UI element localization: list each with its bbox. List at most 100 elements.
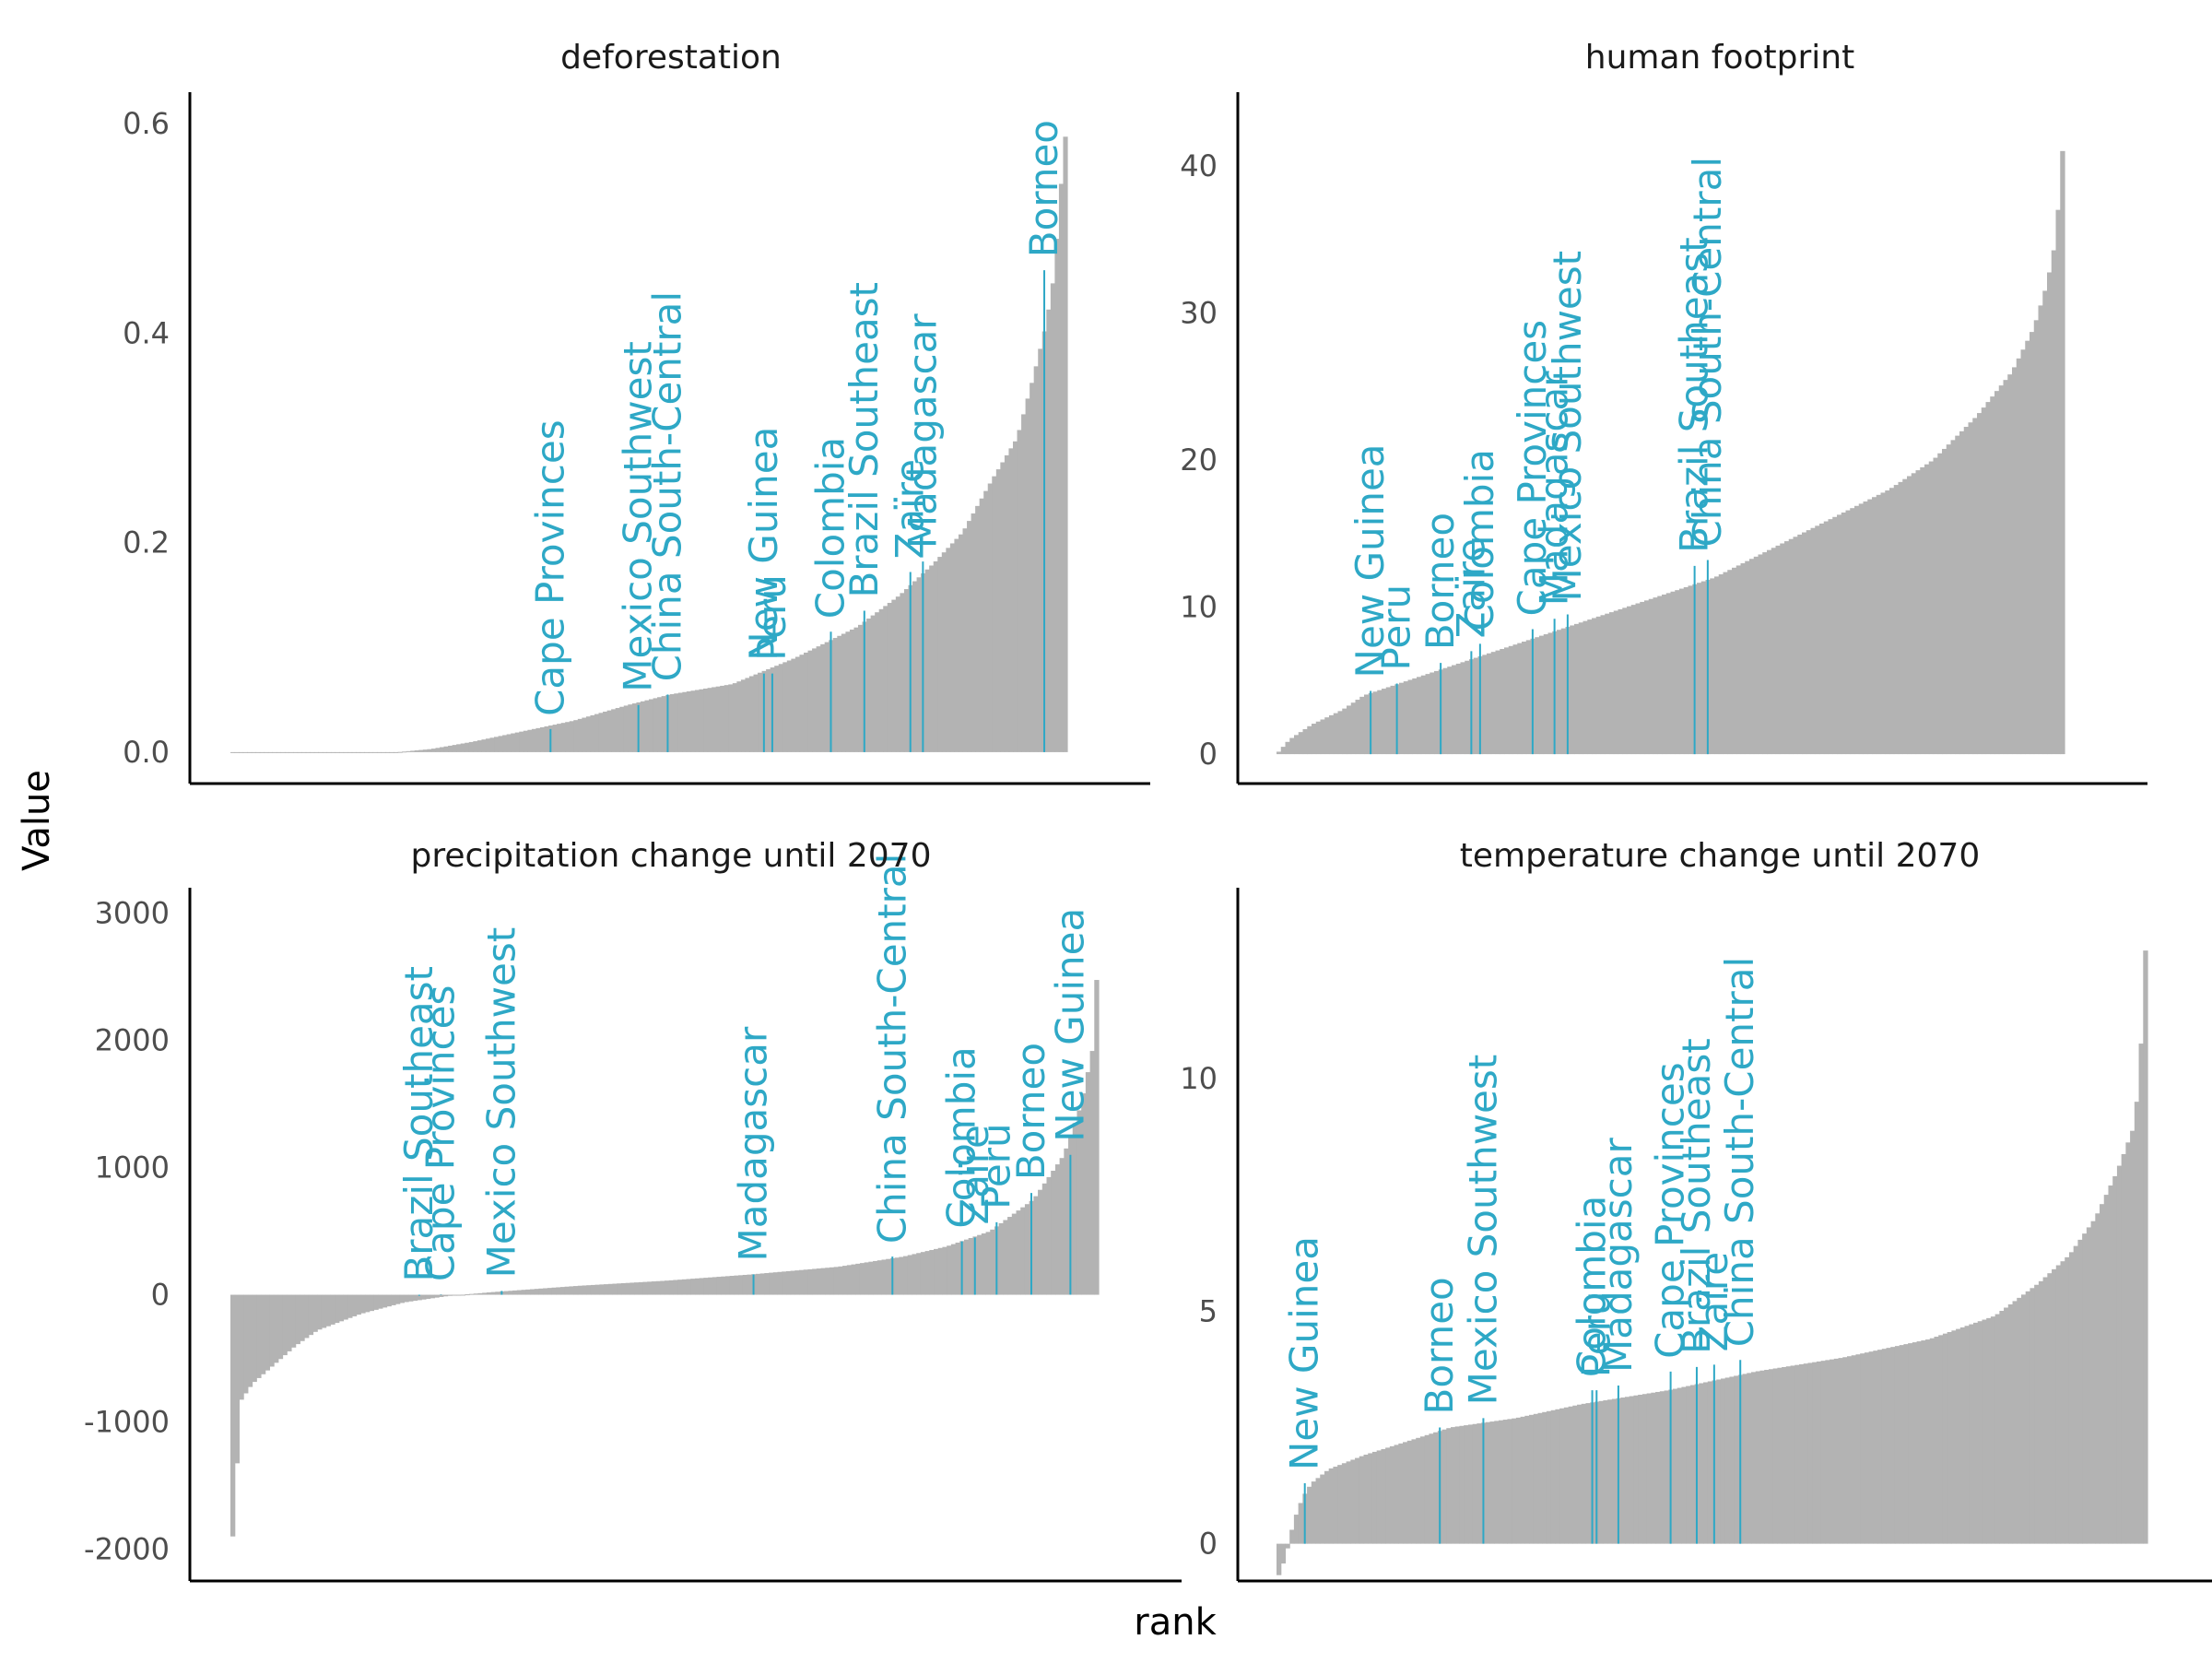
- bar: [1729, 1376, 1735, 1544]
- y-tick-label: 0: [151, 1278, 170, 1313]
- bar: [1285, 741, 1290, 755]
- bar: [272, 751, 277, 753]
- bar: [1524, 1415, 1530, 1544]
- bar: [1785, 1366, 1792, 1544]
- bar: [1625, 1397, 1630, 1544]
- bars-group: [1277, 150, 2065, 755]
- bar: [2095, 1213, 2100, 1544]
- bar: [288, 751, 294, 753]
- bar: [1714, 576, 1720, 755]
- bar: [694, 1278, 700, 1295]
- bar: [452, 745, 457, 752]
- bar: [2130, 1130, 2136, 1544]
- bar: [1806, 530, 1812, 755]
- highlight-label: Zaïre: [952, 1125, 997, 1224]
- y-tick-label: 3000: [95, 896, 170, 931]
- bar: [473, 1293, 479, 1295]
- bar: [406, 750, 411, 752]
- bar: [816, 1268, 822, 1295]
- bar: [1063, 136, 1068, 752]
- bar: [378, 1294, 383, 1309]
- bar: [1430, 672, 1435, 755]
- bar: [599, 1284, 605, 1295]
- bar: [734, 1275, 739, 1295]
- bar: [1490, 652, 1497, 755]
- bar: [1447, 666, 1453, 755]
- bar: [1512, 1418, 1517, 1544]
- bar: [1546, 1410, 1552, 1544]
- y-tick-label: -2000: [84, 1532, 170, 1567]
- bar: [949, 543, 956, 752]
- bar: [1986, 1317, 1992, 1544]
- bar: [1768, 1369, 1774, 1544]
- bar: [924, 569, 930, 752]
- bar: [2065, 1256, 2070, 1544]
- bar: [1710, 578, 1715, 755]
- bar: [1038, 348, 1043, 752]
- bar: [1630, 605, 1637, 755]
- bar: [1727, 570, 1733, 755]
- bar: [1832, 516, 1838, 755]
- bar: [343, 751, 348, 753]
- bar: [873, 1260, 878, 1295]
- bar: [1609, 612, 1615, 755]
- bar: [1950, 440, 1956, 755]
- bar: [729, 1276, 735, 1295]
- highlight-label: Peru: [749, 574, 794, 661]
- bar: [1845, 510, 1851, 755]
- bar: [1416, 1437, 1421, 1544]
- highlight-label: Mexico Southwest: [1545, 251, 1590, 602]
- bar: [866, 619, 872, 752]
- bar: [1592, 618, 1597, 755]
- bar: [1311, 1481, 1317, 1544]
- bar: [1777, 1367, 1783, 1544]
- bar: [325, 1294, 331, 1327]
- bar: [1494, 1421, 1500, 1544]
- bar: [1465, 660, 1470, 755]
- bar: [372, 751, 378, 753]
- bar: [2100, 1204, 2105, 1544]
- bar: [1371, 1451, 1378, 1544]
- bar: [1911, 473, 1917, 755]
- bar: [929, 1249, 935, 1295]
- bar: [1403, 1442, 1408, 1544]
- bar: [668, 1280, 675, 1295]
- bar: [673, 1280, 678, 1295]
- highlight-label: China South-Central: [644, 291, 689, 681]
- bar: [1830, 1359, 1835, 1544]
- bar: [2143, 950, 2148, 1544]
- bar: [391, 1294, 396, 1305]
- bar: [2051, 250, 2057, 755]
- bar: [456, 744, 462, 752]
- bar: [1333, 713, 1339, 755]
- bar: [1460, 662, 1465, 755]
- bar: [1686, 1386, 1691, 1544]
- bar: [369, 1294, 375, 1312]
- bar: [690, 690, 696, 752]
- bar: [1657, 596, 1663, 755]
- bar: [330, 751, 336, 753]
- bar: [782, 1271, 787, 1295]
- bar: [1998, 385, 2005, 755]
- bar: [335, 751, 340, 753]
- bar: [1333, 1467, 1338, 1544]
- bar: [1823, 521, 1830, 755]
- bar: [736, 681, 742, 752]
- bar: [1820, 1361, 1826, 1544]
- y-tick-label: 0.2: [123, 525, 170, 560]
- bar: [308, 1294, 314, 1336]
- bar: [1933, 457, 1938, 755]
- bar: [1425, 674, 1430, 755]
- bar: [782, 662, 788, 752]
- bar: [820, 1268, 826, 1295]
- highlight-label: Madagascar: [731, 1026, 776, 1261]
- bar: [1794, 1364, 1800, 1544]
- bar: [1955, 435, 1960, 755]
- bar: [452, 1294, 457, 1296]
- bar: [2052, 1268, 2057, 1544]
- bar: [1880, 492, 1886, 755]
- highlight-label: Mexico Southwest: [478, 927, 524, 1279]
- bar: [265, 1294, 270, 1371]
- bar: [1600, 615, 1606, 755]
- bar: [1025, 398, 1030, 752]
